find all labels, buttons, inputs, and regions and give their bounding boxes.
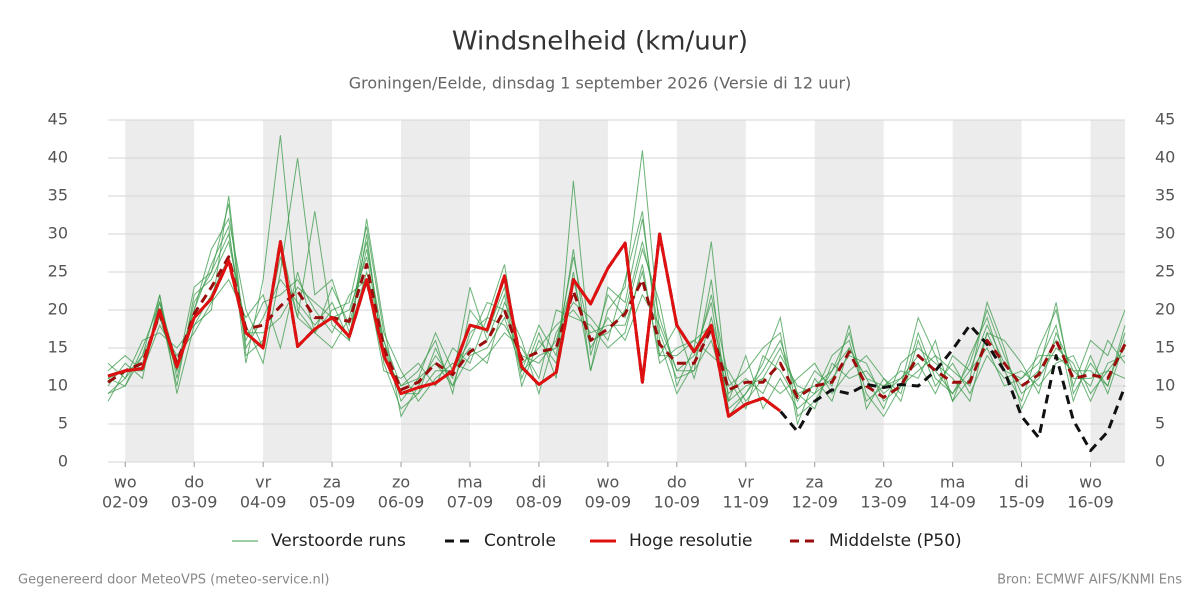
series-line [107, 232, 782, 418]
y-tick-label: 10 [48, 376, 68, 395]
x-tick-label: do [667, 473, 687, 492]
x-tick-sublabel: 05-09 [309, 493, 356, 512]
ensemble-line [107, 255, 1126, 410]
x-tick-sublabel: 08-09 [516, 493, 563, 512]
x-tick-label: ma [940, 473, 965, 492]
x-tick-label: wo [114, 473, 137, 492]
y2-tick-label: 0 [1155, 452, 1165, 471]
y2-tick-label: 20 [1155, 300, 1175, 319]
y-tick-label: 40 [48, 148, 68, 167]
x-tick-label: wo [1079, 473, 1102, 492]
x-tick-sublabel: 10-09 [654, 493, 701, 512]
x-tick-sublabel: 02-09 [102, 493, 149, 512]
ensemble-line [107, 232, 1126, 403]
y2-tick-label: 45 [1155, 110, 1175, 129]
day-band [1090, 120, 1125, 462]
ensemble-line [107, 195, 1126, 418]
ensemble-line [107, 150, 1126, 418]
x-tick-sublabel: 16-09 [1067, 493, 1114, 512]
y2-tick-label: 30 [1155, 224, 1175, 243]
y2-tick-label: 40 [1155, 148, 1175, 167]
y-tick-label: 30 [48, 224, 68, 243]
x-tick-label: do [184, 473, 204, 492]
ensemble-line [107, 226, 1126, 403]
day-band [676, 120, 746, 462]
x-tick-sublabel: 07-09 [447, 493, 494, 512]
day-band [263, 120, 333, 462]
series-line [107, 255, 1127, 399]
x-tick-label: wo [596, 473, 619, 492]
x-tick-label: di [1014, 473, 1029, 492]
y-tick-label: 20 [48, 300, 68, 319]
x-tick-sublabel: 15-09 [998, 493, 1045, 512]
day-band [814, 120, 884, 462]
y-tick-label: 5 [58, 414, 68, 433]
x-tick-label: ma [457, 473, 482, 492]
ensemble-line [107, 135, 1126, 411]
y2-tick-label: 5 [1155, 414, 1165, 433]
y2-tick-label: 10 [1155, 376, 1175, 395]
footer-right: Bron: ECMWF AIFS/KNMI Ens [997, 573, 1182, 588]
x-tick-sublabel: 03-09 [171, 493, 218, 512]
y-tick-label: 45 [48, 110, 68, 129]
series-line [107, 232, 1127, 453]
y-tick-label: 15 [48, 338, 68, 357]
x-tick-sublabel: 11-09 [723, 493, 770, 512]
x-tick-label: zo [875, 473, 893, 492]
day-band [401, 120, 470, 462]
chart-subtitle: Groningen/Eelde, dinsdag 1 september 202… [349, 74, 852, 93]
legend-label: Verstoorde runs [271, 531, 406, 551]
chart-title: Windsnelheid (km/uur) [452, 27, 748, 57]
day-band [125, 120, 195, 462]
x-tick-sublabel: 04-09 [240, 493, 287, 512]
x-tick-sublabel: 14-09 [929, 493, 976, 512]
legend-label: Middelste (P50) [829, 531, 962, 551]
x-tick-sublabel: 12-09 [791, 493, 838, 512]
legend-label: Controle [484, 531, 556, 551]
y-tick-label: 35 [48, 186, 68, 205]
y-tick-label: 25 [48, 262, 68, 281]
x-tick-sublabel: 09-09 [585, 493, 632, 512]
y2-tick-label: 15 [1155, 338, 1175, 357]
x-tick-label: za [323, 473, 341, 492]
x-tick-label: vr [738, 473, 754, 492]
legend-label: Hoge resolutie [629, 531, 753, 551]
x-tick-label: di [532, 473, 547, 492]
x-tick-label: vr [255, 473, 271, 492]
x-tick-sublabel: 13-09 [860, 493, 907, 512]
footer-left: Gegenereerd door MeteoVPS (meteo-service… [18, 573, 329, 588]
x-tick-sublabel: 06-09 [378, 493, 425, 512]
day-band [952, 120, 1022, 462]
x-tick-label: zo [392, 473, 410, 492]
y2-tick-label: 35 [1155, 186, 1175, 205]
x-tick-label: za [806, 473, 824, 492]
y2-tick-label: 25 [1155, 262, 1175, 281]
y-tick-label: 0 [58, 452, 68, 471]
